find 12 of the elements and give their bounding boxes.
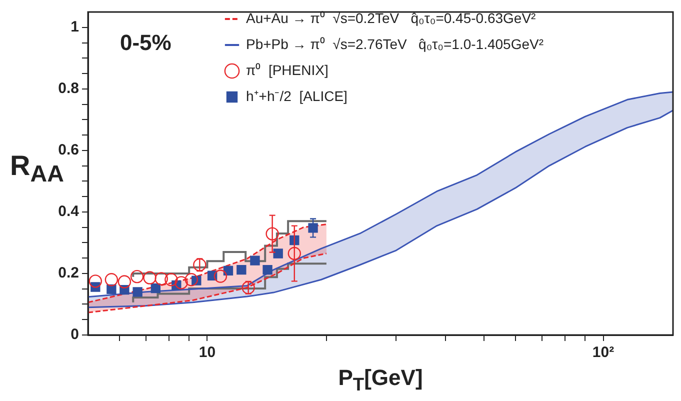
y-tick-label: 0 [70, 326, 79, 344]
annotation: 0-5% [120, 30, 172, 56]
x-axis-title: P$_{T}$[GeV] [337, 365, 424, 396]
y-tick-label: 0.4 [58, 203, 80, 220]
y-tick-label: 0.2 [58, 264, 79, 282]
legend-label: π⁰ [PHENIX] [246, 62, 328, 78]
y-tick-label: 0.8 [58, 80, 79, 98]
x-tick-label: 10² [592, 344, 614, 362]
y-tick-label: 1 [70, 18, 79, 36]
legend-label: h⁺+h⁻/2 [ALICE] [246, 88, 348, 104]
legend-label: Pb+Pb → π⁰ √s=2.76TeV q̂₀τ₀=1.0-1.405GeV² [246, 36, 544, 52]
x-tick-label: 10 [198, 344, 216, 362]
